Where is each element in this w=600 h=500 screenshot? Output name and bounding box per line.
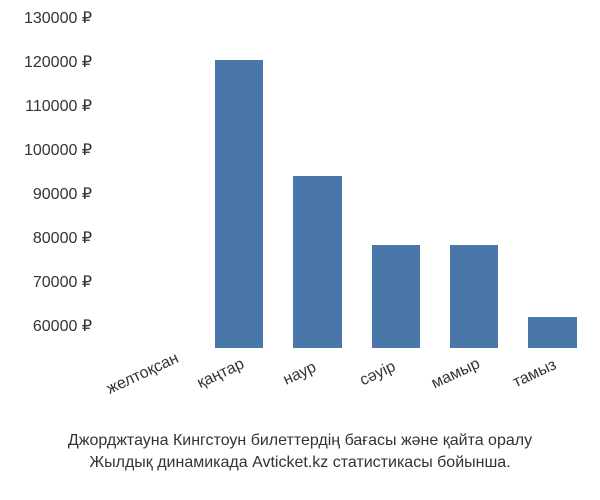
x-tick-label: желтоқсан <box>104 349 183 398</box>
bar-slot <box>513 18 591 348</box>
bar-slot <box>200 18 278 348</box>
x-axis-labels: желтоқсанқаңтарнаурсәуірмамыртамыз <box>100 366 570 384</box>
y-tick-label: 60000 ₽ <box>33 316 92 336</box>
chart-caption: Джорджтауна Кингстоун билеттердің бағасы… <box>0 430 600 473</box>
bar-slot <box>435 18 513 348</box>
x-tick-label: қаңтар <box>182 349 261 398</box>
y-tick-label: 110000 ₽ <box>25 96 92 116</box>
x-tick-label: тамыз <box>495 349 574 398</box>
bar-slot <box>357 18 435 348</box>
y-tick-label: 90000 ₽ <box>33 184 92 204</box>
y-tick-label: 130000 ₽ <box>24 8 92 28</box>
bar-slot <box>592 18 600 348</box>
bar <box>293 176 342 348</box>
x-tick-label: сәуір <box>339 349 418 398</box>
x-tick-label: наур <box>260 349 339 398</box>
bar-slot <box>278 18 356 348</box>
x-tick-label: мамыр <box>417 349 496 398</box>
plot-area <box>100 18 570 348</box>
y-tick-label: 100000 ₽ <box>24 140 92 160</box>
bar <box>372 245 421 348</box>
bar <box>215 60 264 348</box>
caption-line-2: Жылдық динамикада Avticket.kz статистика… <box>0 452 600 474</box>
bar <box>528 317 577 348</box>
y-tick-label: 80000 ₽ <box>33 228 92 248</box>
y-axis: 60000 ₽ 70000 ₽ 80000 ₽ 90000 ₽ 100000 ₽ 1100… <box>0 18 100 348</box>
price-bar-chart: 60000 ₽ 70000 ₽ 80000 ₽ 90000 ₽ 100000 ₽ 1100… <box>0 0 600 500</box>
y-tick-label: 70000 ₽ <box>33 272 92 292</box>
bars-container <box>200 18 600 348</box>
y-tick-label: 120000 ₽ <box>24 52 92 72</box>
caption-line-1: Джорджтауна Кингстоун билеттердің бағасы… <box>0 430 600 452</box>
bar <box>450 245 499 348</box>
